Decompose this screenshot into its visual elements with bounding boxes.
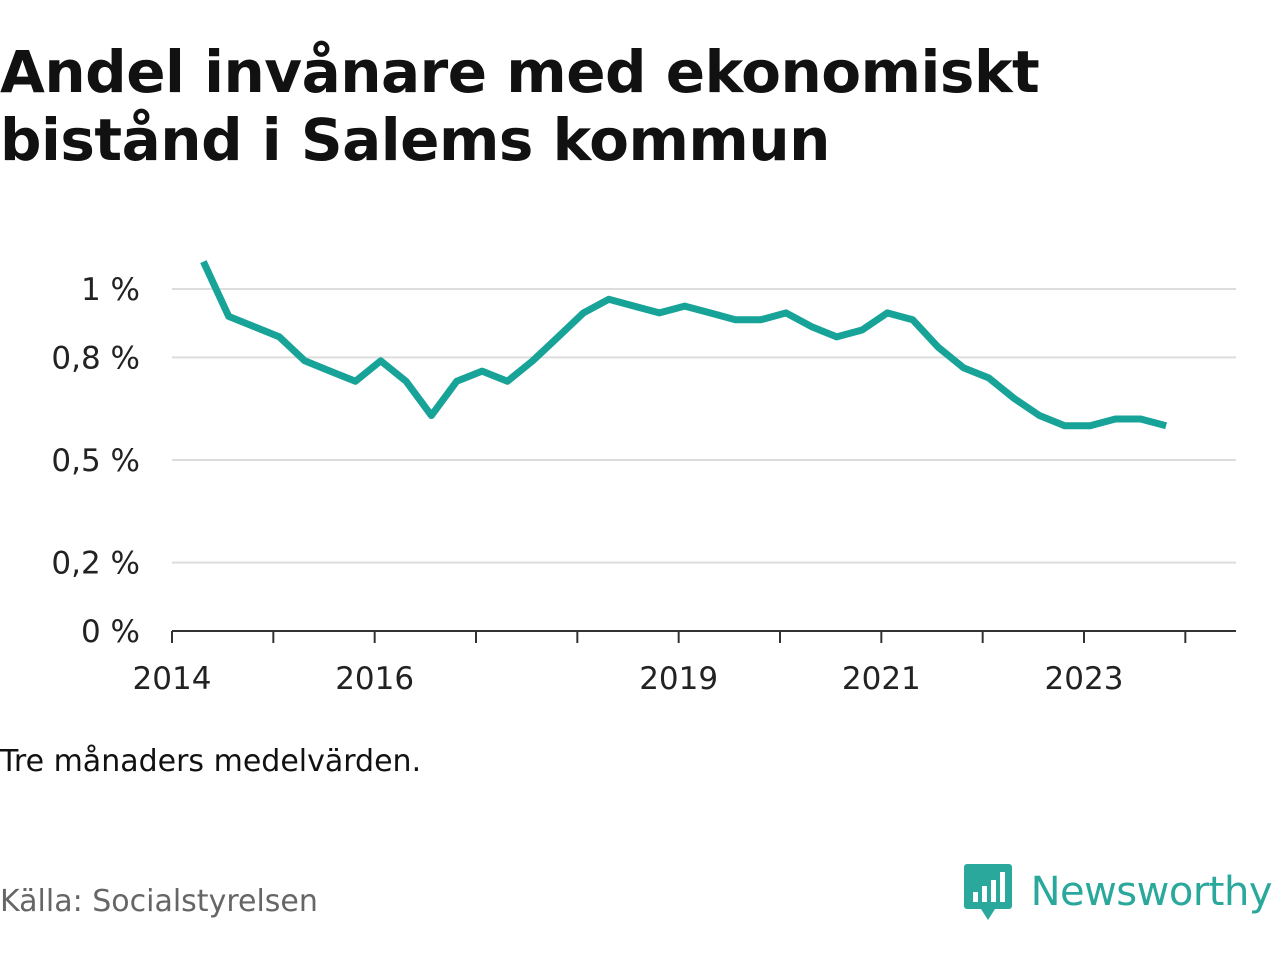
x-tick-label: 2021 bbox=[842, 661, 921, 697]
y-tick-label: 0 % bbox=[81, 614, 140, 650]
y-tick-label: 0,5 % bbox=[51, 443, 140, 479]
source-label: Källa: Socialstyrelsen bbox=[0, 884, 318, 919]
y-tick-label: 1 % bbox=[81, 272, 140, 308]
x-tick-label: 2016 bbox=[335, 661, 414, 697]
series-line bbox=[200, 260, 1168, 430]
y-tick-label: 0,2 % bbox=[51, 546, 140, 582]
brand-name: Newsworthy bbox=[1030, 869, 1273, 915]
line-chart: 0 %0,2 %0,5 %0,8 %1 % 2014 2016 2019 2021 20… bbox=[51, 260, 1236, 697]
chart-note: Tre månaders medelvärden. bbox=[0, 744, 422, 779]
series-layer bbox=[200, 260, 1168, 430]
y-axis-labels: 0 % 0,2 % 0,5 % 0,8 % 1 % bbox=[51, 272, 140, 650]
chart-title: Andel invånare med ekonomiskt bistånd i … bbox=[0, 38, 1040, 174]
x-axis: 2014 2016 2019 2021 2023 bbox=[133, 630, 1236, 697]
x-tick-label: 2023 bbox=[1045, 661, 1124, 697]
x-tick-label: 2019 bbox=[639, 661, 718, 697]
gridlines bbox=[172, 288, 1236, 564]
x-tick-label: 2014 bbox=[133, 661, 212, 697]
y-tick-label: 0,8 % bbox=[51, 340, 140, 376]
brand-logo[interactable]: Newsworthy bbox=[963, 862, 1273, 922]
bar-chart-speech-bubble-icon bbox=[963, 864, 1012, 920]
